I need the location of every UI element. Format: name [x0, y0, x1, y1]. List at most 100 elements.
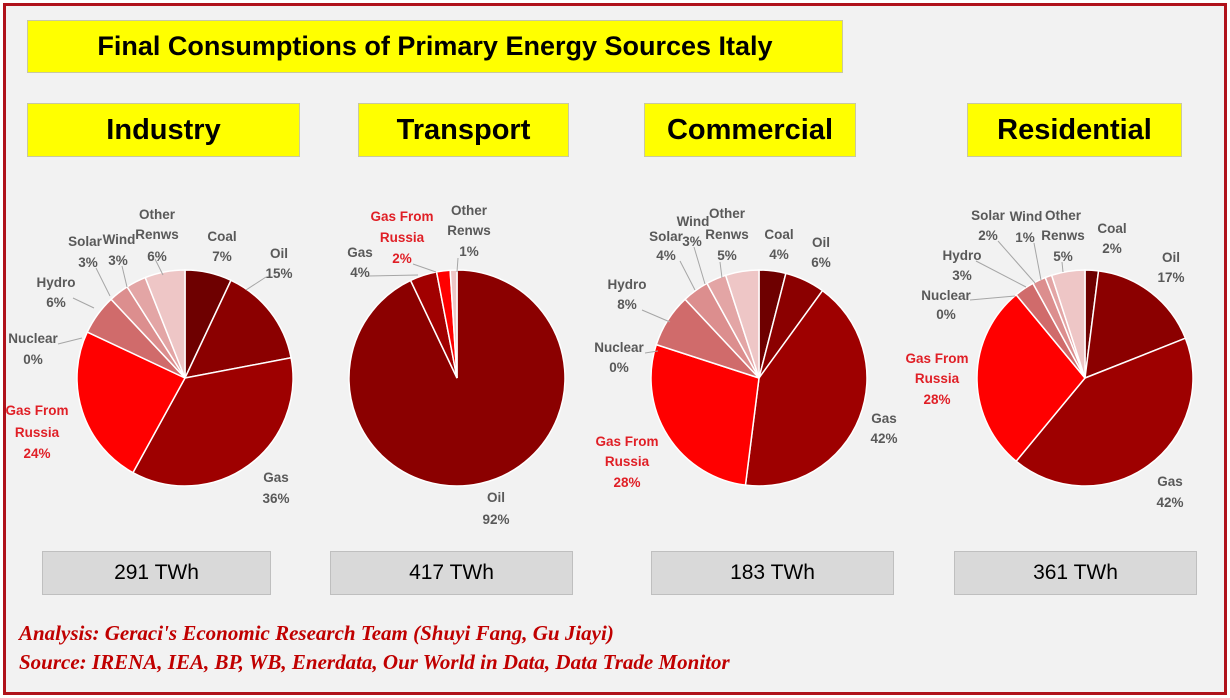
commercial-label-gas-from-russia-name: Russia [605, 454, 650, 469]
transport-label-other-renws-name: Renws [447, 223, 491, 238]
industry-pie: Coal 7% Oil 15% Gas 36% Gas From Russia 24% Nucle… [5, 207, 294, 506]
residential-slice-gas-from-russia [976, 293, 1086, 463]
industry-label-oil-value: 15% [265, 266, 292, 281]
source-credit: Source: IRENA, IEA, BP, WB, Enerdata, Ou… [19, 650, 730, 674]
industry-label-oil-name: Oil [270, 246, 288, 261]
commercial-label-other-renws-value: 5% [717, 248, 737, 263]
residential-label-gas-value: 42% [1156, 495, 1183, 510]
industry-leader-nuclear [57, 337, 83, 345]
commercial-leader-other-renws [719, 261, 723, 279]
industry-label-hydro-name: Hydro [36, 275, 75, 290]
industry-slice-oil [183, 279, 292, 380]
industry-leader-oil [245, 276, 267, 291]
commercial-label-other-renws-name: Other [709, 206, 746, 221]
industry-total: 291 TWh [42, 551, 271, 595]
residential-leader-nuclear [969, 295, 1016, 301]
commercial-label-gas-name: Gas [871, 411, 897, 426]
industry-label-other-renws-name: Other [139, 207, 176, 222]
commercial-label-hydro-value: 8% [617, 297, 637, 312]
industry-label-nuclear-value: 0% [23, 352, 43, 367]
residential-label-oil-name: Oil [1162, 250, 1180, 265]
residential-label-hydro-name: Hydro [942, 248, 981, 263]
residential-label-solar-name: Solar [971, 208, 1006, 223]
commercial-label-gas-from-russia-name: Gas From [595, 434, 658, 449]
industry-label-solar-name: Solar [68, 234, 103, 249]
industry-slice-gas [131, 356, 294, 487]
industry-label-gas-from-russia-name: Russia [15, 425, 60, 440]
commercial-label-hydro-name: Hydro [607, 277, 646, 292]
industry-title: Industry [27, 103, 300, 157]
transport-label-other-renws-value: 1% [459, 244, 479, 259]
residential-leader-other-renws [1061, 261, 1064, 273]
transport-pie: Oil 92% Gas 4% Gas From Russia 2% Other Renws 1% [347, 203, 566, 527]
commercial-slice-gas [744, 289, 868, 487]
commercial-label-nuclear-name: Nuclear [594, 340, 644, 355]
analysis-credit: Analysis: Geraci's Economic Research Tea… [19, 621, 614, 645]
industry-slice-other-renws [144, 269, 186, 379]
industry-label-wind-value: 3% [108, 253, 128, 268]
residential-label-hydro-value: 3% [952, 268, 972, 283]
industry-label-hydro-value: 6% [46, 295, 66, 310]
transport-label-gas-from-russia-name: Gas From [370, 209, 433, 224]
industry-slice-gas-from-russia [76, 331, 187, 474]
residential-leader-solar [997, 240, 1036, 284]
residential-slice-oil [1084, 270, 1187, 380]
residential-label-other-renws-name: Other [1045, 208, 1082, 223]
transport-leader-gas [367, 274, 419, 277]
industry-label-wind-name: Wind [103, 232, 136, 247]
residential-label-other-renws-value: 5% [1053, 249, 1073, 264]
residential-leader-wind [1033, 242, 1042, 281]
transport-label-oil-name: Oil [487, 490, 505, 505]
commercial-leader-wind [693, 246, 706, 285]
commercial-slice-other-renws [724, 269, 760, 379]
residential-label-nuclear-value: 0% [936, 307, 956, 322]
commercial-label-oil-value: 6% [811, 255, 831, 270]
residential-label-gas-from-russia-name: Gas From [905, 351, 968, 366]
industry-label-coal-name: Coal [207, 229, 236, 244]
commercial-label-gas-value: 42% [870, 431, 897, 446]
transport-label-other-renws-name: Other [451, 203, 488, 218]
residential-total: 361 TWh [954, 551, 1197, 595]
commercial-label-gas-from-russia-value: 28% [613, 475, 640, 490]
residential-title: Residential [967, 103, 1182, 157]
industry-label-other-renws-value: 6% [147, 249, 167, 264]
residential-label-oil-value: 17% [1157, 270, 1184, 285]
industry-label-nuclear-name: Nuclear [8, 331, 58, 346]
residential-leader-hydro [975, 260, 1027, 288]
commercial-label-solar-name: Solar [649, 229, 684, 244]
commercial-label-coal-value: 4% [769, 247, 789, 262]
main-title: Final Consumptions of Primary Energy Sou… [27, 20, 843, 73]
residential-label-wind-name: Wind [1010, 209, 1043, 224]
industry-label-gas-name: Gas [263, 470, 289, 485]
transport-label-gas-name: Gas [347, 245, 373, 260]
transport-title: Transport [358, 103, 569, 157]
transport-label-oil-value: 92% [482, 512, 509, 527]
industry-leader-wind [121, 265, 128, 288]
residential-label-gas-name: Gas [1157, 474, 1183, 489]
industry-leader-solar [95, 267, 111, 297]
industry-leader-other-renws [154, 258, 164, 276]
commercial-label-wind-name: Wind [677, 214, 710, 229]
commercial-total: 183 TWh [651, 551, 894, 595]
commercial-pie: Coal 4% Oil 6% Gas 42% Gas From Russia 28% Nuclea… [594, 206, 897, 490]
industry-label-other-renws-name: Renws [135, 227, 179, 242]
industry-label-solar-value: 3% [78, 255, 98, 270]
residential-label-coal-value: 2% [1102, 241, 1122, 256]
commercial-label-other-renws-name: Renws [705, 227, 749, 242]
transport-label-gas-value: 4% [350, 265, 370, 280]
transport-leader-other-renws [456, 257, 459, 273]
transport-leader-gas-from-russia [412, 263, 437, 273]
commercial-title: Commercial [644, 103, 856, 157]
residential-label-nuclear-name: Nuclear [921, 288, 971, 303]
commercial-label-nuclear-value: 0% [609, 360, 629, 375]
residential-label-other-renws-name: Renws [1041, 228, 1085, 243]
commercial-label-wind-value: 3% [682, 234, 702, 249]
industry-leader-hydro [72, 297, 95, 309]
residential-label-solar-value: 2% [978, 228, 998, 243]
commercial-label-coal-name: Coal [764, 227, 793, 242]
residential-label-wind-value: 1% [1015, 230, 1035, 245]
commercial-label-solar-value: 4% [656, 248, 676, 263]
commercial-label-oil-name: Oil [812, 235, 830, 250]
residential-label-gas-from-russia-value: 28% [923, 392, 950, 407]
